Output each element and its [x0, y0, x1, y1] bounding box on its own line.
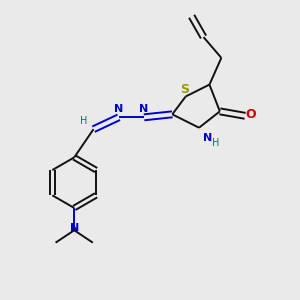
- Text: O: O: [246, 108, 256, 122]
- Text: N: N: [114, 104, 123, 114]
- Text: N: N: [70, 223, 79, 233]
- Text: N: N: [140, 104, 149, 114]
- Text: S: S: [180, 83, 189, 97]
- Text: H: H: [80, 116, 88, 126]
- Text: H: H: [212, 138, 219, 148]
- Text: N: N: [203, 133, 213, 142]
